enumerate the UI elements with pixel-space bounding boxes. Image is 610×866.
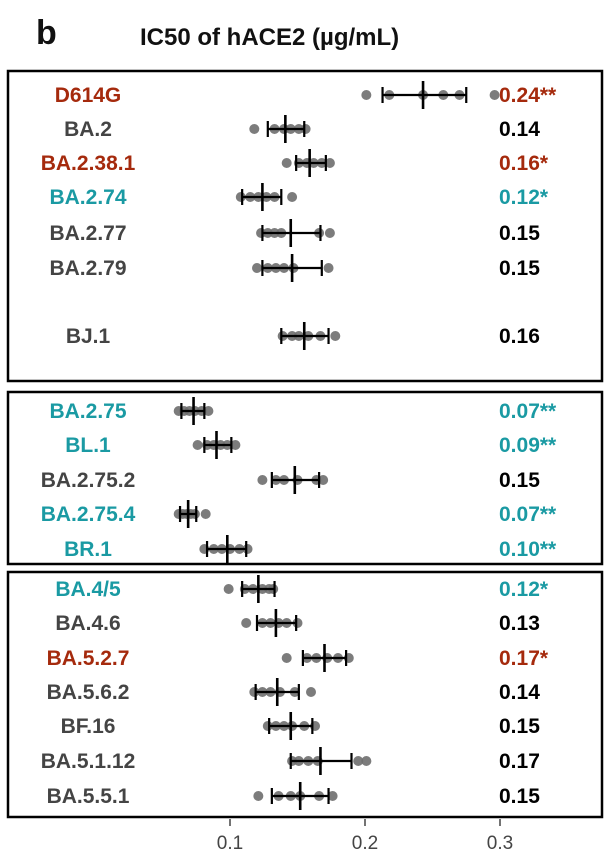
row-label: BJ.1 (66, 325, 111, 348)
data-point (361, 756, 372, 766)
data-point (323, 263, 334, 273)
row-label: BA.2.74 (49, 186, 126, 209)
panel-letter: b (36, 14, 57, 52)
row-2-0: BA.4/5 0.12* (55, 575, 549, 603)
x-tick-label: 0.2 (352, 833, 378, 854)
data-point (257, 475, 268, 485)
row-1-0: BA.2.75 0.07** (49, 397, 557, 425)
row-0-3: BA.2.74 0.12* (49, 183, 549, 211)
plot-rows: D614G 0.24** BA.2 0.14 BA.2.38.1 0.16* BA.2.74… (41, 81, 557, 810)
data-point (324, 158, 335, 168)
data-point (241, 618, 252, 628)
row-2-3: BA.5.6.2 0.14 (47, 678, 540, 706)
data-point (192, 440, 203, 450)
row-0-4: BA.2.77 0.15 (49, 219, 540, 247)
ic50-value: 0.15 (499, 715, 540, 738)
row-2-5: BA.5.1.12 0.17 (41, 747, 540, 775)
row-label: BA.2.38.1 (41, 152, 136, 175)
x-tick-label: 0.3 (487, 833, 513, 854)
row-0-0: D614G 0.24** (55, 81, 557, 109)
data-point (318, 475, 329, 485)
row-label: BA.5.2.7 (47, 647, 130, 670)
data-point (223, 584, 234, 594)
row-label: BA.2.77 (49, 222, 126, 245)
row-label: BA.2.79 (49, 257, 126, 280)
data-point (287, 192, 298, 202)
chart-title: IC50 of hACE2 (µg/mL) (140, 24, 400, 51)
row-label: BR.1 (64, 538, 112, 561)
data-point (200, 509, 211, 519)
row-label: BA.2 (64, 118, 112, 141)
row-label: BA.5.5.1 (47, 785, 130, 808)
data-point (489, 90, 500, 100)
row-1-4: BR.1 0.10** (64, 535, 557, 563)
ic50-value: 0.17 (499, 750, 540, 773)
data-point (242, 544, 253, 554)
row-label: BA.4/5 (55, 578, 121, 601)
data-point (249, 687, 260, 697)
ic50-value: 0.09** (499, 434, 557, 457)
ic50-value: 0.07** (499, 400, 557, 423)
ic50-value: 0.12* (499, 578, 549, 601)
data-point (306, 687, 316, 697)
data-point (235, 192, 246, 202)
row-label: BA.5.6.2 (47, 681, 130, 704)
row-label: BA.4.6 (55, 612, 120, 635)
ic50-value: 0.14 (499, 681, 540, 704)
ic50-value: 0.15 (499, 785, 540, 808)
group-frame-2 (6, 390, 604, 566)
row-label: BA.2.75.2 (41, 469, 136, 492)
data-point (230, 440, 241, 450)
data-point (281, 653, 292, 663)
ic50-value: 0.12* (499, 186, 549, 209)
ic50-value: 0.16 (499, 325, 540, 348)
row-label: BA.2.75.4 (41, 503, 136, 526)
row-2-2: BA.5.2.7 0.17* (47, 644, 549, 672)
data-point (249, 124, 260, 134)
row-0-2: BA.2.38.1 0.16* (41, 149, 549, 177)
row-label: BF.16 (61, 715, 116, 738)
data-point (281, 158, 292, 168)
ic50-value: 0.07** (499, 503, 557, 526)
row-0-7: BJ.1 0.16 (66, 322, 540, 350)
row-2-1: BA.4.6 0.13 (55, 609, 540, 637)
ic50-value: 0.15 (499, 469, 540, 492)
row-0-1: BA.2 0.14 (64, 115, 540, 143)
x-axis: 0.1 0.2 0.3 (217, 819, 513, 854)
ic50-value: 0.14 (499, 118, 540, 141)
ic50-value: 0.16* (499, 152, 549, 175)
x-tick-label: 0.1 (217, 833, 243, 854)
data-point (324, 228, 335, 238)
row-label: D614G (55, 84, 122, 107)
row-label: BA.5.1.12 (41, 750, 136, 773)
data-point (361, 90, 372, 100)
data-point (292, 618, 303, 628)
ic50-value: 0.15 (499, 222, 540, 245)
data-point (353, 756, 364, 766)
data-point (300, 124, 311, 134)
ic50-value: 0.15 (499, 257, 540, 280)
row-label: BL.1 (65, 434, 111, 457)
row-2-4: BF.16 0.15 (61, 712, 540, 740)
data-point (330, 331, 341, 341)
data-point (252, 263, 262, 273)
data-point (262, 721, 273, 731)
group-frame-1 (6, 69, 604, 383)
ic50-value: 0.13 (499, 612, 540, 635)
group-frames (6, 69, 604, 819)
ic50-value: 0.10** (499, 538, 557, 561)
data-point (253, 791, 264, 801)
data-point (203, 406, 214, 416)
row-1-1: BL.1 0.09** (65, 431, 557, 459)
row-label: BA.2.75 (49, 400, 126, 423)
row-1-3: BA.2.75.4 0.07** (41, 500, 557, 528)
ic50-value: 0.17* (499, 647, 549, 670)
ic50-value: 0.24** (499, 84, 557, 107)
row-0-5: BA.2.79 0.15 (49, 254, 540, 282)
row-1-2: BA.2.75.2 0.15 (41, 466, 540, 494)
group-frame-3 (6, 570, 604, 819)
row-2-6: BA.5.5.1 0.15 (47, 782, 540, 810)
data-point (327, 791, 338, 801)
